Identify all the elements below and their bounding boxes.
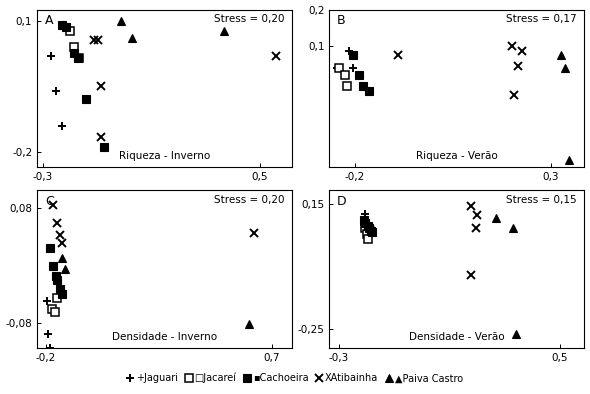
Text: Stress = 0,17: Stress = 0,17 [506,14,577,24]
Text: Riqueza - Inverno: Riqueza - Inverno [119,151,210,161]
Text: Stress = 0,20: Stress = 0,20 [214,195,284,205]
Text: A: A [45,14,53,27]
Text: Stress = 0,15: Stress = 0,15 [506,195,577,205]
Text: B: B [337,14,346,27]
Text: D: D [337,195,347,208]
Text: Riqueza - Verão: Riqueza - Verão [416,151,498,161]
Text: Stress = 0,20: Stress = 0,20 [214,14,284,24]
Text: C: C [45,195,54,208]
Text: Densidade - Verão: Densidade - Verão [409,332,505,342]
Legend: +Jaguari, □Jacareí, ▪Cachoeira, XAtibainha, ▲Paiva Castro: +Jaguari, □Jacareí, ▪Cachoeira, XAtibain… [123,369,467,387]
Text: Densidade - Inverno: Densidade - Inverno [112,332,217,342]
